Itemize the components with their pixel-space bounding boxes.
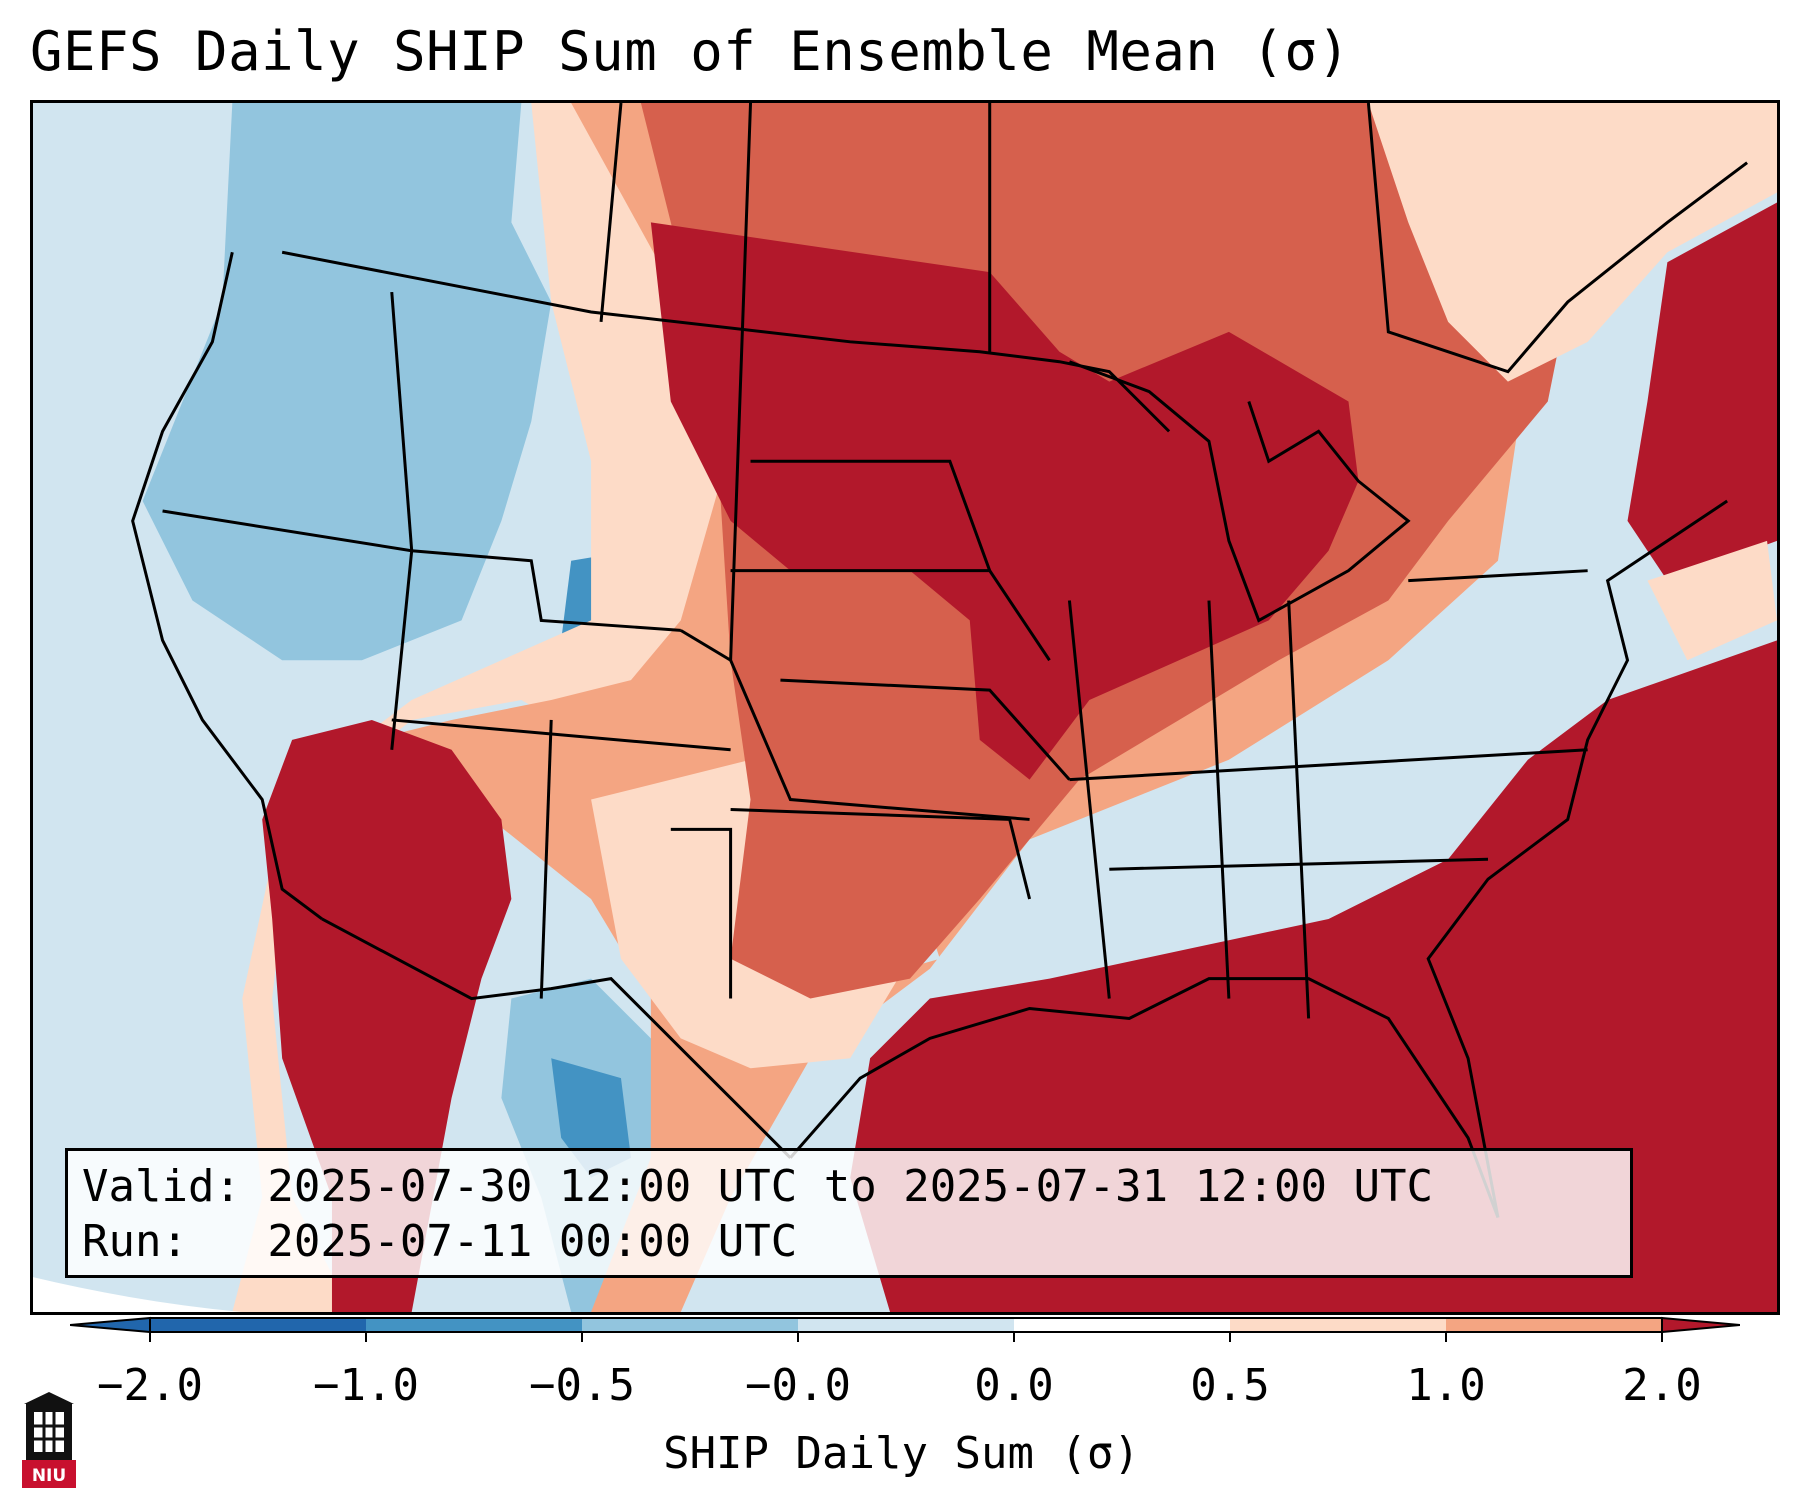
state-line-19 [539, 719, 553, 999]
colorbar-tick-label: −0.5 [529, 1360, 635, 1411]
state-line-5 [680, 629, 732, 662]
state-line-13 [1069, 748, 1588, 782]
state-line-15 [1408, 569, 1588, 583]
state-line-12 [1287, 600, 1311, 1019]
state-line-8 [780, 678, 1071, 781]
colorbar-tick-label: −0.0 [745, 1360, 851, 1411]
colorbar-bin-1 [150, 1318, 366, 1332]
west-coast [131, 251, 323, 921]
pacific-nw-blue-region [142, 103, 552, 661]
state-line-20 [670, 827, 733, 999]
canada-prov-line [1366, 103, 1748, 374]
colorbar-tick-label: −2.0 [97, 1360, 203, 1411]
colorbar-label: SHIP Daily Sum (σ) [663, 1428, 1140, 1479]
state-line-6 [750, 459, 992, 572]
valid-run-info-box: Valid: 2025-07-30 12:00 UTC to 2025-07-3… [65, 1148, 1633, 1278]
state-line-11 [1207, 600, 1231, 999]
colorbar-tick-label: 0.5 [1190, 1360, 1270, 1411]
valid-time-text: Valid: 2025-07-30 12:00 UTC to 2025-07-3… [82, 1161, 1434, 1212]
state-line-18 [391, 718, 731, 752]
northeast-deep-red-region [1627, 202, 1777, 581]
state-line-14 [1109, 857, 1489, 871]
mexico-border [321, 917, 792, 1159]
state-line-17 [599, 103, 623, 323]
colorbar-tick-label: 2.0 [1622, 1360, 1702, 1411]
colorbar-bin-4 [798, 1318, 1014, 1332]
state-line-10 [1067, 600, 1111, 999]
gulf-coast [789, 977, 1500, 1218]
run-time-text: Run: 2025-07-11 00:00 UTC [82, 1216, 798, 1267]
boundary-lines [131, 103, 1748, 1218]
state-line-7 [730, 569, 1051, 662]
us-map [33, 103, 1777, 1312]
atlantic-light-patch [1647, 540, 1777, 661]
chart-title: GEFS Daily SHIP Sum of Ensemble Mean (σ) [30, 20, 1351, 83]
colorbar [70, 1316, 1740, 1342]
colorbar-bin-7 [1446, 1318, 1662, 1332]
state-line-4 [729, 103, 1030, 821]
colorbar-extend-low [70, 1316, 151, 1334]
mexico-dark-blue-region [551, 1058, 631, 1178]
map-corner-white [33, 1277, 552, 1312]
canada-us-border [281, 250, 1171, 433]
southwest-light-salmon-region [232, 103, 731, 1312]
state-line-3 [390, 291, 414, 551]
east-coast [1426, 499, 1729, 1218]
colorbar-ticks [149, 1332, 1663, 1342]
colorbar-bin-2 [366, 1318, 582, 1332]
colorbar-bin-5 [1014, 1318, 1230, 1332]
colorbar-bin-6 [1230, 1318, 1446, 1332]
map-panel [30, 100, 1780, 1315]
southeast-deep-red-region [850, 640, 1777, 1312]
midwest-deep-red-region [650, 222, 1359, 780]
logo-text: NIU [32, 1466, 66, 1486]
colorbar-tick-label: 1.0 [1406, 1360, 1486, 1411]
colorbar-bin-3 [582, 1318, 798, 1332]
colorbar-tick-label: −1.0 [313, 1360, 419, 1411]
state-line-2 [411, 549, 681, 632]
colorbar-extend-high [1661, 1316, 1740, 1334]
ne-canada-light-region [1368, 103, 1777, 382]
state-line-9 [730, 808, 1032, 900]
colorbar-tick-label: 0.0 [974, 1360, 1054, 1411]
niu-building-icon: NIU [22, 1392, 76, 1488]
great-lakes-outline [1068, 360, 1411, 623]
